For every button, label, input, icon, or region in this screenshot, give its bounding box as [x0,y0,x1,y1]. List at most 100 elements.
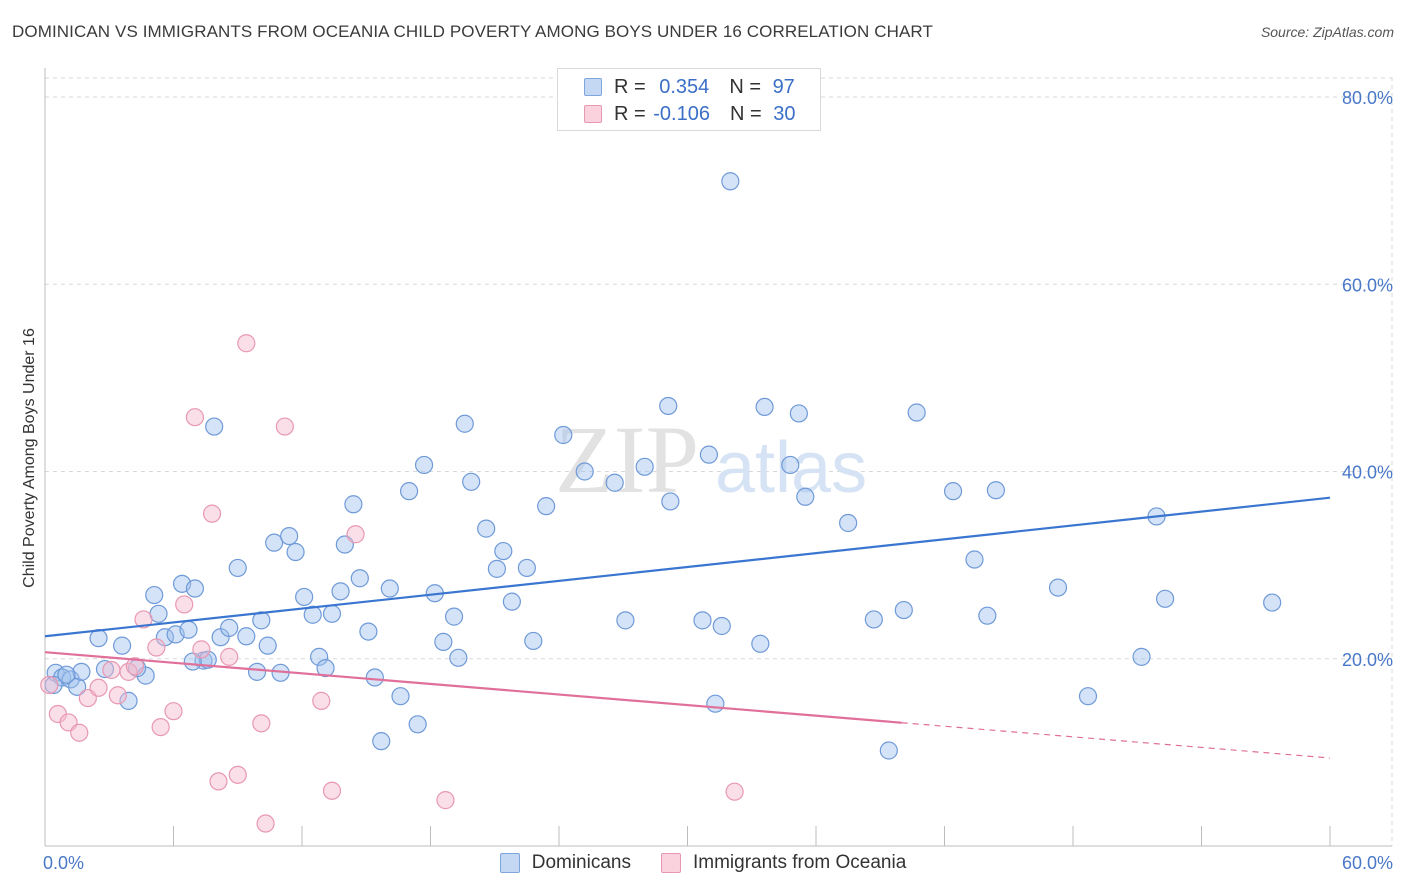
dominican-point [237,627,256,646]
legend-swatch-pink [584,105,602,123]
dominican-point [796,487,815,506]
dominican-point [839,513,858,533]
dominican-point [286,542,305,562]
dominican-point [280,527,299,546]
oceania-point [192,640,211,659]
dominican-point [399,482,419,501]
dominican-point [228,558,247,578]
legend-row-dominicans: R = 0.354 N = 97 [558,73,795,101]
dominican-point [965,550,984,569]
legend-item-oceania: Immigrants from Oceania [660,852,907,874]
trend-lines [44,496,1331,759]
trend-line-dominicans [44,496,1331,638]
watermark-atlas: atlas [715,428,867,508]
dominican-point [344,495,363,514]
dominican-point [185,579,205,598]
dominican-point [119,691,138,710]
y-tick-label: 20.0% [1342,650,1393,670]
dominican-point [350,569,369,588]
dominican-point [408,715,427,734]
legend-swatch-blue [584,78,602,96]
dominican-point [661,492,680,511]
dominican-point [751,634,770,653]
legend-swatch-dominicans [499,853,520,873]
dominican-point [57,665,76,684]
dominican-point [95,659,115,679]
dominican-point [247,662,267,681]
chart-title: DOMINICAN VS IMMIGRANTS FROM OCEANIA CHI… [12,22,933,41]
zipatlas-watermark: ZIP atlas [555,406,867,513]
oceania-point [346,525,365,544]
dominican-point [864,610,883,629]
oceania-point [89,678,108,697]
dominican-point [693,611,712,630]
legend-n-value: 97 [772,75,795,98]
oceania-point [108,686,127,705]
legend-n-label: N = [729,102,762,125]
x-tick-label: 0.0% [43,853,84,873]
dominican-point [265,533,284,552]
dominican-point [316,659,335,678]
dominican-point [487,559,506,578]
dominican-point [789,404,808,423]
dominican-point [616,611,635,630]
oceania-point [134,610,153,629]
dominican-point [72,662,91,681]
dominican-point [112,636,132,655]
dominican-point [494,541,513,561]
oceania-point [312,691,331,710]
dominican-point [986,481,1006,500]
dominican-point [1078,687,1098,706]
dominican-point [721,172,740,191]
y-axis-label: Child Poverty Among Boys Under 16 [21,328,38,588]
dominican-point [1263,593,1282,612]
dominican-point [372,732,391,751]
dominican-point [781,455,800,475]
trend-line-oceania-extrapolated [901,722,1331,759]
dominican-point [879,741,898,760]
legend-r-label: R = [614,102,646,125]
oceania-point [151,717,170,737]
correlation-legend: R = 0.354 N = 97 R = -0.106 N = 30 [557,68,821,131]
oceania-point [202,504,222,523]
oceania-point [252,714,271,733]
legend-row-oceania: R = -0.106 N = 30 [558,100,795,128]
oceania-point [125,657,145,676]
oceania-point [175,595,194,614]
watermark-zip: ZIP [555,406,699,513]
dominican-point [44,675,63,695]
legend-label-oceania: Immigrants from Oceania [692,852,907,873]
dominican-point [331,582,350,601]
dominican-point [444,607,464,626]
oceania-point [228,765,247,784]
dominican-point [554,425,573,445]
dominican-point [894,600,913,620]
dominican-point [365,668,384,687]
legend-swatch-oceania [660,853,681,873]
dominican-point [258,636,277,655]
legend-r-value: -0.106 [653,102,710,125]
series-legend: Dominicans Immigrants from Oceania [0,852,1406,874]
dominican-point [978,606,997,625]
grid-lines [45,77,1393,846]
dominican-point [706,694,725,713]
tick-labels: 20.0% 40.0% 60.0% 80.0% 0.0% 60.0% [43,88,1393,873]
oceania-point [436,791,455,810]
legend-label-dominicans: Dominicans [531,852,631,873]
dominican-point [699,445,719,464]
dominican-point [455,414,474,433]
oceania-point [102,660,121,680]
axes [44,68,1392,847]
dominican-point [537,497,556,516]
legend-item-dominicans: Dominicans [499,852,631,874]
dominican-point [517,558,536,578]
dominican-point [414,455,434,475]
legend-r-value: 0.354 [659,75,710,98]
dominican-point [659,396,678,416]
dominican-point [1155,589,1175,608]
oceania-point [275,417,294,436]
dominican-point [1048,578,1068,597]
oceania-point [209,772,228,791]
dominican-point [524,631,543,651]
y-tick-label: 80.0% [1342,88,1393,108]
